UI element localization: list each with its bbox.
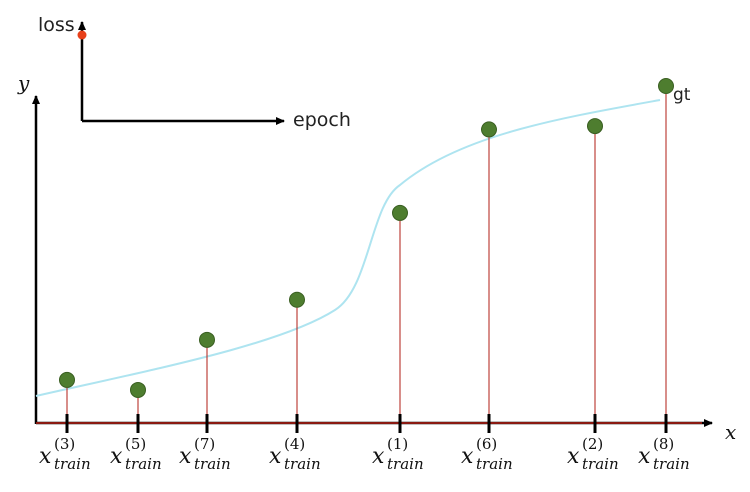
sample-label-sub: train [284,455,321,473]
inset-loss-plot: loss epoch [38,14,351,131]
sample-label-base: x [461,444,474,469]
loss-marker [77,30,87,40]
sample-label-sub: train [125,455,162,473]
sample-label-sub: train [653,455,690,473]
sample-label-base: x [567,444,580,469]
sample-label-sub: train [582,455,619,473]
sample-label-base: x [110,444,123,469]
sample-label-sub: train [387,455,424,473]
sample-point [481,121,497,138]
training-samples: x (3)train x (5)train x (7)train x (4)train x (1)… [39,78,690,473]
sample-label-sub: train [54,455,91,473]
main-axes: y x [17,71,736,444]
sample-label-index: (5) [125,435,146,453]
sample-label-base: x [269,444,282,469]
sample-point [199,331,215,348]
inset-y-label: loss [38,14,75,36]
sample-label-sub: train [194,455,231,473]
inset-x-label: epoch [293,109,351,131]
sample-label-base: x [39,444,52,469]
sample-point [289,291,305,308]
sample-point [658,78,674,94]
gt-curve-label: gt [673,85,691,105]
sample-label-index: (8) [653,435,674,453]
y-axis-label: y [17,71,30,95]
sample-label-index: (1) [387,435,408,453]
sample-point [130,381,146,398]
sample-label-base: x [638,444,651,469]
sample-label-sub: train [476,455,513,473]
sample-point [587,118,603,135]
sample-label-index: (7) [194,435,215,453]
gt-curve [35,99,661,397]
sample-point [59,371,75,388]
sample-label-index: (6) [476,435,497,453]
sample-label-index: (3) [54,435,75,453]
sample-label-base: x [372,444,385,469]
sample-point [392,204,408,221]
x-axis-label: x [725,420,736,444]
sample-label-index: (4) [284,435,305,453]
sample-label-index: (2) [582,435,603,453]
sample-label-base: x [179,444,192,469]
